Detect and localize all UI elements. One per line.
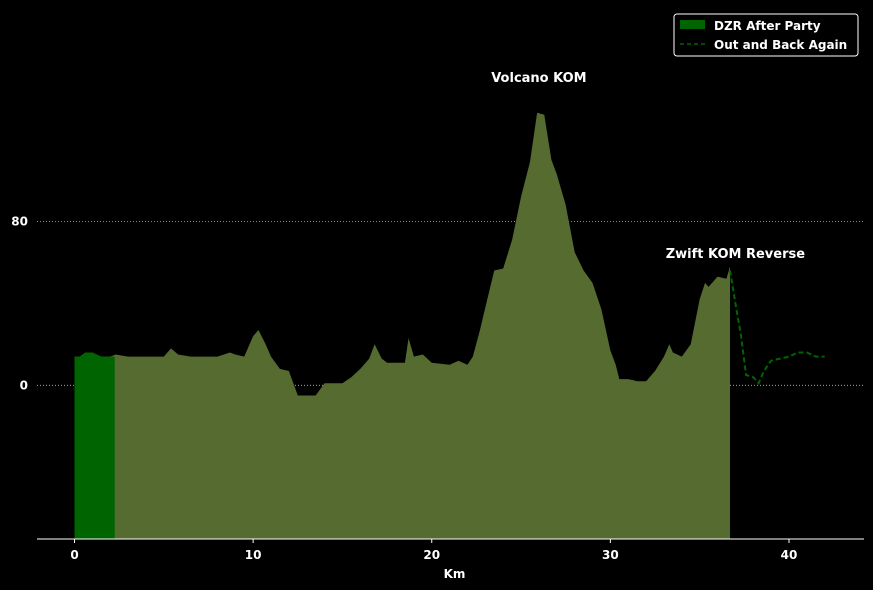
x-tick-label-4: 40: [781, 548, 798, 562]
elevation-area: [74, 112, 731, 539]
annotation-zwift-kom-reverse: Zwift KOM Reverse: [666, 247, 806, 262]
x-axis-title: Km: [444, 567, 466, 581]
x-axis-ticks: 0 10 20 30 40: [70, 539, 797, 562]
annotation-volcano-kom: Volcano KOM: [491, 71, 586, 86]
y-tick-label-1: 80: [11, 214, 28, 228]
y-axis-ticks: 0 80: [11, 214, 28, 392]
legend: DZR After Party Out and Back Again: [673, 13, 859, 57]
x-tick-label-0: 0: [70, 548, 78, 562]
x-tick-label-2: 20: [423, 548, 440, 562]
segment-area-dzr-after-party: [74, 352, 115, 539]
x-tick-label-3: 30: [602, 548, 619, 562]
legend-swatch-dzr-after-party: [680, 20, 705, 29]
y-tick-label-0: 0: [20, 378, 28, 392]
legend-label-dzr-after-party: DZR After Party: [714, 19, 821, 33]
x-tick-label-1: 10: [245, 548, 262, 562]
legend-label-out-and-back-again: Out and Back Again: [714, 38, 847, 52]
legend-box: [673, 13, 859, 57]
